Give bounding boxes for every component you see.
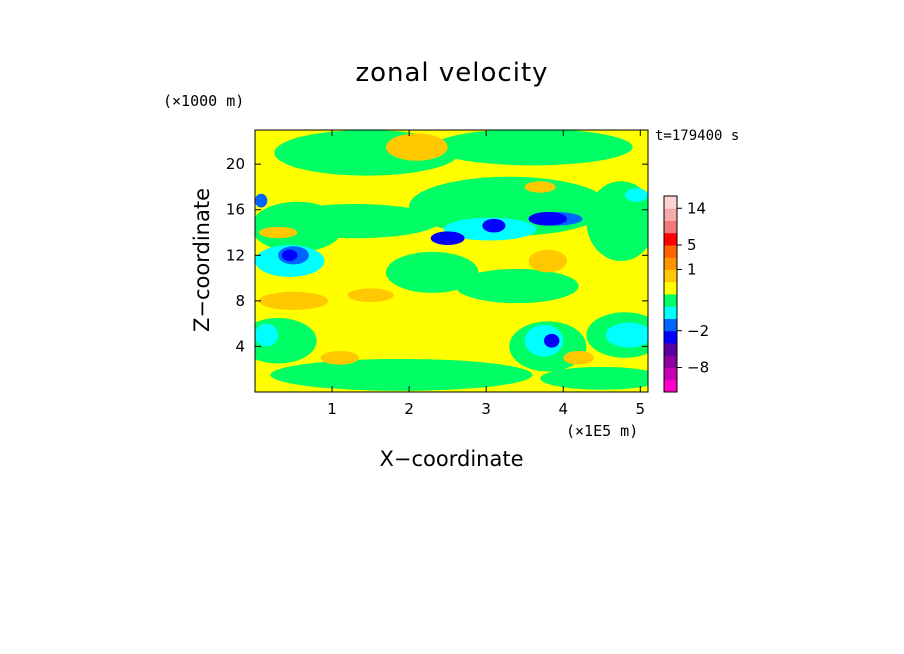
contour-region-dark [482,218,506,233]
contour-region-orange [320,350,360,365]
contour-field [255,130,648,392]
colorbar-band [664,257,677,270]
colorbar-tick-label: 5 [687,236,697,254]
colorbar-tick-label: 1 [687,261,697,279]
contour-region-orange [524,181,556,193]
colorbar-band [664,379,677,393]
x-tick-label: 2 [404,400,414,418]
colorbar-tick-label: −2 [687,322,709,340]
colorbar-band [664,232,677,246]
colorbar-band [664,355,677,368]
x-tick-label: 4 [558,400,568,418]
y-axis: 4 8 12 16 20 [226,155,648,355]
x-axis: 1 2 3 4 5 [327,130,645,418]
colorbar-band [664,196,677,209]
contour-region-cyan [605,322,648,348]
colorbar-band [664,269,677,283]
contour-region-orange [563,350,595,365]
colorbar-band [664,306,677,319]
contour-region-cyan [624,188,648,202]
contour-region-dark [281,249,298,261]
contour-region-dark [543,333,560,348]
contour-region-green [255,317,317,364]
contour-region-dark [528,212,568,226]
colorbar-band [664,367,677,381]
y-tick-label: 16 [226,201,245,219]
contour-region-cyan [255,323,279,347]
y-tick-label: 12 [226,246,245,264]
x-axis-label: X−coordinate [379,447,524,471]
contour-region-orange [386,133,448,161]
colorbar-band [664,330,677,344]
x-tick-label: 5 [636,400,646,418]
colorbar-tick-label: 14 [687,199,706,217]
contour-region-blue [255,193,268,208]
colorbar-band [664,343,677,356]
contour-region-green [432,130,633,166]
colorbar-band [664,245,677,258]
contour-region-dark [430,231,465,246]
contour-region-green [270,358,533,391]
colorbar-band [664,281,677,295]
y-tick-label: 4 [235,337,245,355]
plot-frame [254,129,649,393]
colorbar-band [664,208,677,221]
x-tick-label: 3 [481,400,491,418]
contour-region-green [386,251,479,293]
contour-region-orange [258,291,329,310]
contour-region-green [455,268,579,304]
y-tick-label: 8 [235,292,245,310]
time-label: t=179400 s [655,128,740,144]
colorbar-band [664,294,677,307]
x-tick-label: 1 [327,400,337,418]
contour-region-green [270,204,440,239]
colorbar-tick-label: −8 [687,359,709,377]
y-tick-label: 20 [226,155,245,173]
contour-region-orange [258,226,298,239]
contour-region-orange [528,249,568,273]
x-axis-unit: (×1E5 m) [566,422,639,440]
contour-region-green [540,366,648,390]
y-axis-unit: (×1000 m) [163,92,245,110]
colorbar-band [664,318,677,332]
colorbar: 14 5 1 −2 −8 [663,195,709,393]
contour-region-orange [347,288,394,303]
colorbar-band [664,220,677,234]
chart-title: zonal velocity [355,58,549,88]
colorbar-frame [663,195,678,393]
